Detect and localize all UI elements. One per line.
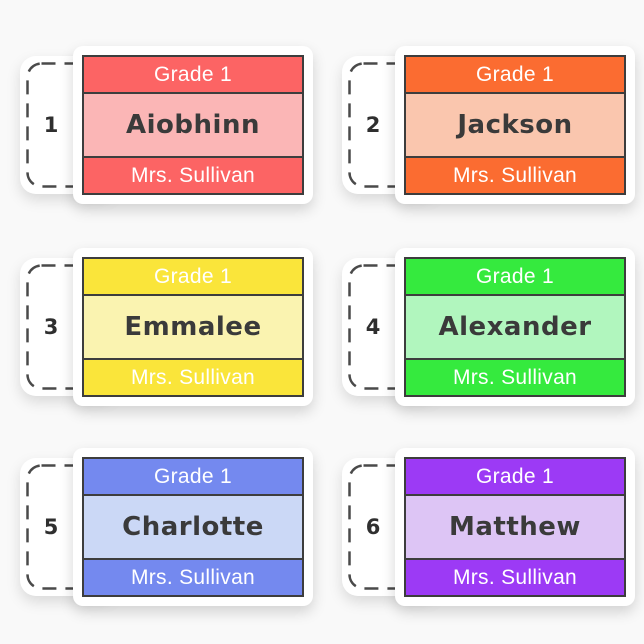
name-tag-sticker: 1 Grade 1 Aiobhinn Mrs. Sullivan (20, 46, 315, 204)
student-name: Aiobhinn (126, 110, 260, 140)
student-name: Matthew (449, 512, 581, 542)
grade-band: Grade 1 (84, 259, 302, 296)
student-name: Emmalee (124, 312, 262, 342)
name-band: Charlotte (84, 496, 302, 558)
name-tag-sticker: 3 Grade 1 Emmalee Mrs. Sullivan (20, 248, 315, 406)
grade-label: Grade 1 (154, 264, 232, 288)
student-name: Alexander (438, 312, 592, 342)
name-tag-sticker: 4 Grade 1 Alexander Mrs. Sullivan (342, 248, 637, 406)
sticker-number: 3 (43, 315, 59, 339)
name-band: Matthew (406, 496, 624, 558)
name-plate-inner: Grade 1 Emmalee Mrs. Sullivan (82, 257, 304, 397)
name-plate: Grade 1 Aiobhinn Mrs. Sullivan (73, 46, 313, 204)
name-band: Aiobhinn (84, 94, 302, 156)
sticker-number: 4 (365, 315, 381, 339)
grade-label: Grade 1 (476, 464, 554, 488)
name-band: Emmalee (84, 296, 302, 358)
name-plate: Grade 1 Emmalee Mrs. Sullivan (73, 248, 313, 406)
name-plate-inner: Grade 1 Matthew Mrs. Sullivan (404, 457, 626, 597)
sticker-number: 6 (365, 515, 381, 539)
name-tag-sticker: 5 Grade 1 Charlotte Mrs. Sullivan (20, 448, 315, 606)
grade-label: Grade 1 (154, 62, 232, 86)
name-plate: Grade 1 Jackson Mrs. Sullivan (395, 46, 635, 204)
sticker-number: 5 (43, 515, 59, 539)
grade-label: Grade 1 (476, 62, 554, 86)
teacher-label: Mrs. Sullivan (130, 163, 256, 187)
teacher-band: Mrs. Sullivan (406, 358, 624, 395)
student-name: Jackson (457, 110, 573, 140)
student-name: Charlotte (122, 512, 264, 542)
teacher-band: Mrs. Sullivan (406, 558, 624, 595)
teacher-band: Mrs. Sullivan (84, 156, 302, 193)
name-plate-inner: Grade 1 Alexander Mrs. Sullivan (404, 257, 626, 397)
teacher-label: Mrs. Sullivan (452, 163, 578, 187)
name-plate: Grade 1 Charlotte Mrs. Sullivan (73, 448, 313, 606)
teacher-band: Mrs. Sullivan (84, 558, 302, 595)
grade-band: Grade 1 (84, 459, 302, 496)
sticker-number: 1 (43, 113, 59, 137)
teacher-band: Mrs. Sullivan (406, 156, 624, 193)
teacher-label: Mrs. Sullivan (452, 565, 578, 589)
teacher-label: Mrs. Sullivan (130, 365, 256, 389)
grade-band: Grade 1 (84, 57, 302, 94)
name-band: Alexander (406, 296, 624, 358)
name-plate: Grade 1 Matthew Mrs. Sullivan (395, 448, 635, 606)
name-band: Jackson (406, 94, 624, 156)
grade-label: Grade 1 (154, 464, 232, 488)
grade-label: Grade 1 (476, 264, 554, 288)
teacher-label: Mrs. Sullivan (130, 565, 256, 589)
sticker-number: 2 (365, 113, 381, 137)
grade-band: Grade 1 (406, 259, 624, 296)
name-plate-inner: Grade 1 Charlotte Mrs. Sullivan (82, 457, 304, 597)
name-tag-sticker: 6 Grade 1 Matthew Mrs. Sullivan (342, 448, 637, 606)
name-tag-sticker: 2 Grade 1 Jackson Mrs. Sullivan (342, 46, 637, 204)
teacher-label: Mrs. Sullivan (452, 365, 578, 389)
grade-band: Grade 1 (406, 57, 624, 94)
grade-band: Grade 1 (406, 459, 624, 496)
name-plate-inner: Grade 1 Jackson Mrs. Sullivan (404, 55, 626, 195)
name-plate-inner: Grade 1 Aiobhinn Mrs. Sullivan (82, 55, 304, 195)
name-plate: Grade 1 Alexander Mrs. Sullivan (395, 248, 635, 406)
teacher-band: Mrs. Sullivan (84, 358, 302, 395)
